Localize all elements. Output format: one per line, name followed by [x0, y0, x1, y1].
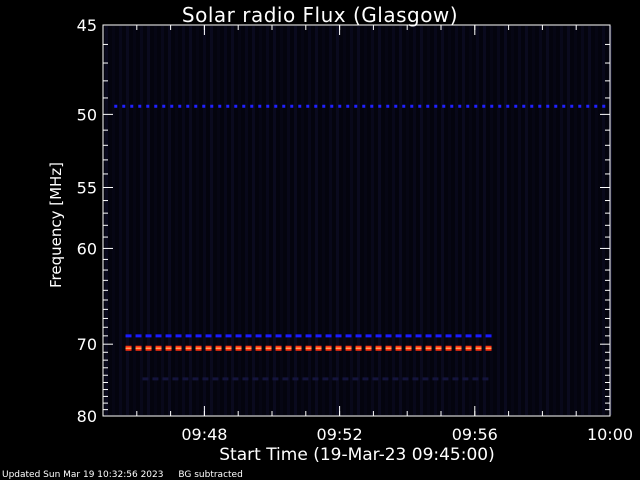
background-stripe	[329, 26, 332, 415]
background-stripe	[511, 26, 514, 415]
background-stripe	[140, 26, 143, 415]
background-stripe	[448, 26, 451, 415]
bg-note: BG subtracted	[178, 470, 243, 480]
background-stripe	[364, 26, 367, 415]
background-stripe	[294, 26, 297, 415]
y-tick-label: 50	[77, 105, 97, 124]
x-tick-label: 09:56	[452, 425, 498, 444]
background-stripe	[336, 26, 339, 415]
background-stripe	[126, 26, 129, 415]
background-stripe	[581, 26, 584, 415]
background-stripe	[168, 26, 171, 415]
background-stripe	[322, 26, 325, 415]
background-stripe	[210, 26, 213, 415]
background-stripe	[182, 26, 185, 415]
background-stripe	[532, 26, 535, 415]
background-stripe	[266, 26, 269, 415]
x-tick-label: 10:00	[587, 425, 633, 444]
background-stripe	[112, 26, 115, 415]
y-tick-label: 80	[77, 407, 97, 426]
background-stripe	[175, 26, 178, 415]
background-stripe	[504, 26, 507, 415]
background-stripe	[259, 26, 262, 415]
background-stripe	[119, 26, 122, 415]
updated-text: Updated Sun Mar 19 10:32:56 2023	[2, 470, 164, 480]
y-axis: 45 50 55 60 70 80	[77, 16, 610, 426]
background-stripe	[392, 26, 395, 415]
background-stripe	[273, 26, 276, 415]
background-stripe	[595, 26, 598, 415]
background-stripe	[224, 26, 227, 415]
background-stripe	[476, 26, 479, 415]
x-axis-label: Start Time (19-Mar-23 09:45:00)	[219, 445, 495, 465]
background-stripe	[525, 26, 528, 415]
background-stripe	[133, 26, 136, 415]
plot-frame	[102, 24, 611, 417]
background-stripe	[427, 26, 430, 415]
background-stripe	[574, 26, 577, 415]
background-stripe	[189, 26, 192, 415]
background-stripe	[539, 26, 542, 415]
chart-title: Solar radio Flux (Glasgow)	[181, 3, 459, 27]
background-stripes	[105, 26, 612, 415]
background-stripe	[434, 26, 437, 415]
background-stripe	[315, 26, 318, 415]
background-stripe	[378, 26, 381, 415]
y-axis-label: Frequency [MHz]	[47, 161, 65, 289]
background-stripe	[154, 26, 157, 415]
background-stripe	[413, 26, 416, 415]
background-stripe	[196, 26, 199, 415]
background-stripe	[518, 26, 521, 415]
footer: Updated Sun Mar 19 10:32:56 2023 BG subt…	[2, 470, 255, 480]
background-stripe	[483, 26, 486, 415]
background-stripe	[455, 26, 458, 415]
background-stripe	[238, 26, 241, 415]
y-tick-label: 70	[77, 335, 97, 354]
x-tick-label: 09:52	[317, 425, 363, 444]
background-stripe	[217, 26, 220, 415]
background-stripe	[497, 26, 500, 415]
background-stripe	[406, 26, 409, 415]
background-stripe	[245, 26, 248, 415]
background-stripe	[147, 26, 150, 415]
background-stripe	[105, 26, 108, 415]
x-axis: 09:48 09:52 09:56 10:00	[136, 25, 633, 444]
y-tick-label: 60	[77, 239, 97, 258]
background-stripe	[420, 26, 423, 415]
background-stripe	[469, 26, 472, 415]
background-stripe	[203, 26, 206, 415]
y-tick-label: 45	[77, 16, 97, 35]
background-stripe	[560, 26, 563, 415]
background-stripe	[231, 26, 234, 415]
background-stripe	[280, 26, 283, 415]
background-stripe	[252, 26, 255, 415]
background-stripe	[490, 26, 493, 415]
background-stripe	[441, 26, 444, 415]
background-stripe	[385, 26, 388, 415]
background-stripe	[588, 26, 591, 415]
background-stripe	[553, 26, 556, 415]
background-stripe	[546, 26, 549, 415]
background-stripe	[287, 26, 290, 415]
background-stripe	[343, 26, 346, 415]
background-stripe	[161, 26, 164, 415]
y-tick-label: 55	[77, 178, 97, 197]
background-stripe	[567, 26, 570, 415]
background-stripe	[350, 26, 353, 415]
background-stripe	[371, 26, 374, 415]
emission-marks	[114, 104, 610, 381]
background-stripe	[308, 26, 311, 415]
background-stripe	[301, 26, 304, 415]
x-tick-label: 09:48	[181, 425, 227, 444]
background-stripe	[462, 26, 465, 415]
background-stripe	[602, 26, 605, 415]
background-stripe	[357, 26, 360, 415]
background-stripe	[399, 26, 402, 415]
